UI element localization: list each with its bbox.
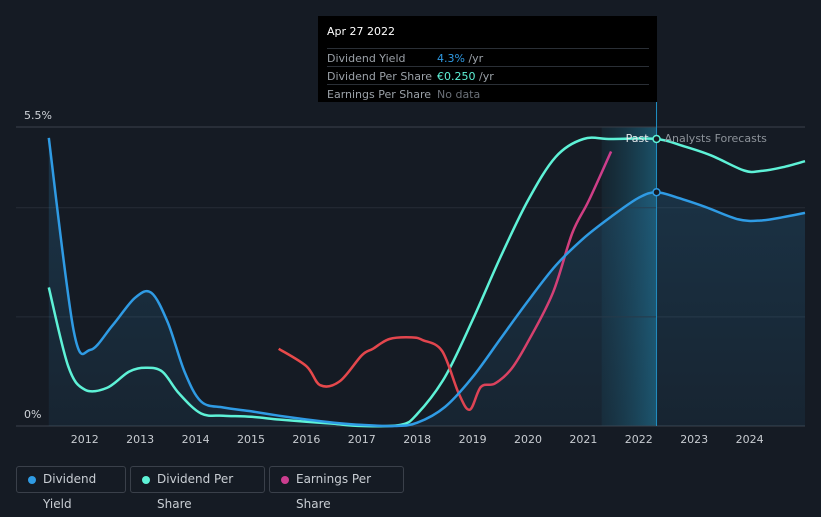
- tooltip-value-text: €0.250: [437, 70, 476, 83]
- legend-dot-icon: [142, 476, 150, 484]
- tooltip-value: 4.3% /yr: [437, 52, 483, 65]
- tooltip-row-dividend-yield: Dividend Yield 4.3% /yr: [327, 48, 649, 66]
- legend-dividend-per-share[interactable]: Dividend Per Share: [130, 466, 265, 511]
- tooltip-date: Apr 27 2022: [327, 25, 396, 38]
- y-axis-top-label: 5.5%: [24, 109, 52, 122]
- tooltip-value: No data: [437, 88, 480, 101]
- past-label: Past: [626, 132, 650, 145]
- dividend-per-share-marker: [652, 134, 661, 144]
- tooltip-row-dividend-per-share: Dividend Per Share €0.250 /yr: [327, 66, 649, 84]
- tooltip-unit: /yr: [464, 52, 484, 65]
- tooltip-value: €0.250 /yr: [437, 70, 494, 83]
- dividend-yield-marker: [652, 187, 661, 197]
- dividend-yield-line[interactable]: [47, 137, 806, 428]
- tooltip-value-text: 4.3%: [437, 52, 465, 65]
- x-tick-label: 2021: [569, 433, 597, 446]
- x-tick-label: 2016: [292, 433, 320, 446]
- x-tick-label: 2013: [126, 433, 154, 446]
- legend-dividend-yield[interactable]: Dividend Yield: [16, 466, 126, 511]
- x-tick-label: 2019: [459, 433, 487, 446]
- tooltip-row-earnings-per-share: Earnings Per Share No data: [327, 84, 649, 102]
- x-tick-label: 2022: [625, 433, 653, 446]
- x-tick-label: 2020: [514, 433, 542, 446]
- x-tick-label: 2015: [237, 433, 265, 446]
- x-tick-label: 2012: [71, 433, 99, 446]
- tooltip-label: Dividend Yield: [327, 52, 406, 65]
- earnings-per-share-line[interactable]: [278, 150, 613, 411]
- legend-dot-icon: [28, 476, 36, 484]
- x-tick-label: 2014: [182, 433, 210, 446]
- legend-earnings-per-share[interactable]: Earnings Per Share: [269, 466, 404, 511]
- tooltip: Apr 27 2022 Dividend Yield 4.3% /yr Divi…: [318, 16, 657, 102]
- legend-dot-icon: [281, 476, 289, 484]
- analysts-forecasts-label: Analysts Forecasts: [665, 132, 768, 145]
- tooltip-value-text: No data: [437, 88, 481, 101]
- x-tick-label: 2017: [348, 433, 376, 446]
- x-tick-label: 2018: [403, 433, 431, 446]
- tooltip-label: Dividend Per Share: [327, 70, 433, 83]
- tooltip-label: Earnings Per Share: [327, 88, 432, 101]
- dividend-yield-area: [48, 137, 806, 427]
- x-tick-label: 2023: [680, 433, 708, 446]
- tooltip-unit: /yr: [475, 70, 494, 83]
- x-tick-label: 2024: [736, 433, 764, 446]
- x-axis: 2012 2013 2014 2015 2016 2017 2018 2019 2020 2021…: [71, 433, 764, 446]
- y-axis-bottom-label: 0%: [24, 408, 41, 421]
